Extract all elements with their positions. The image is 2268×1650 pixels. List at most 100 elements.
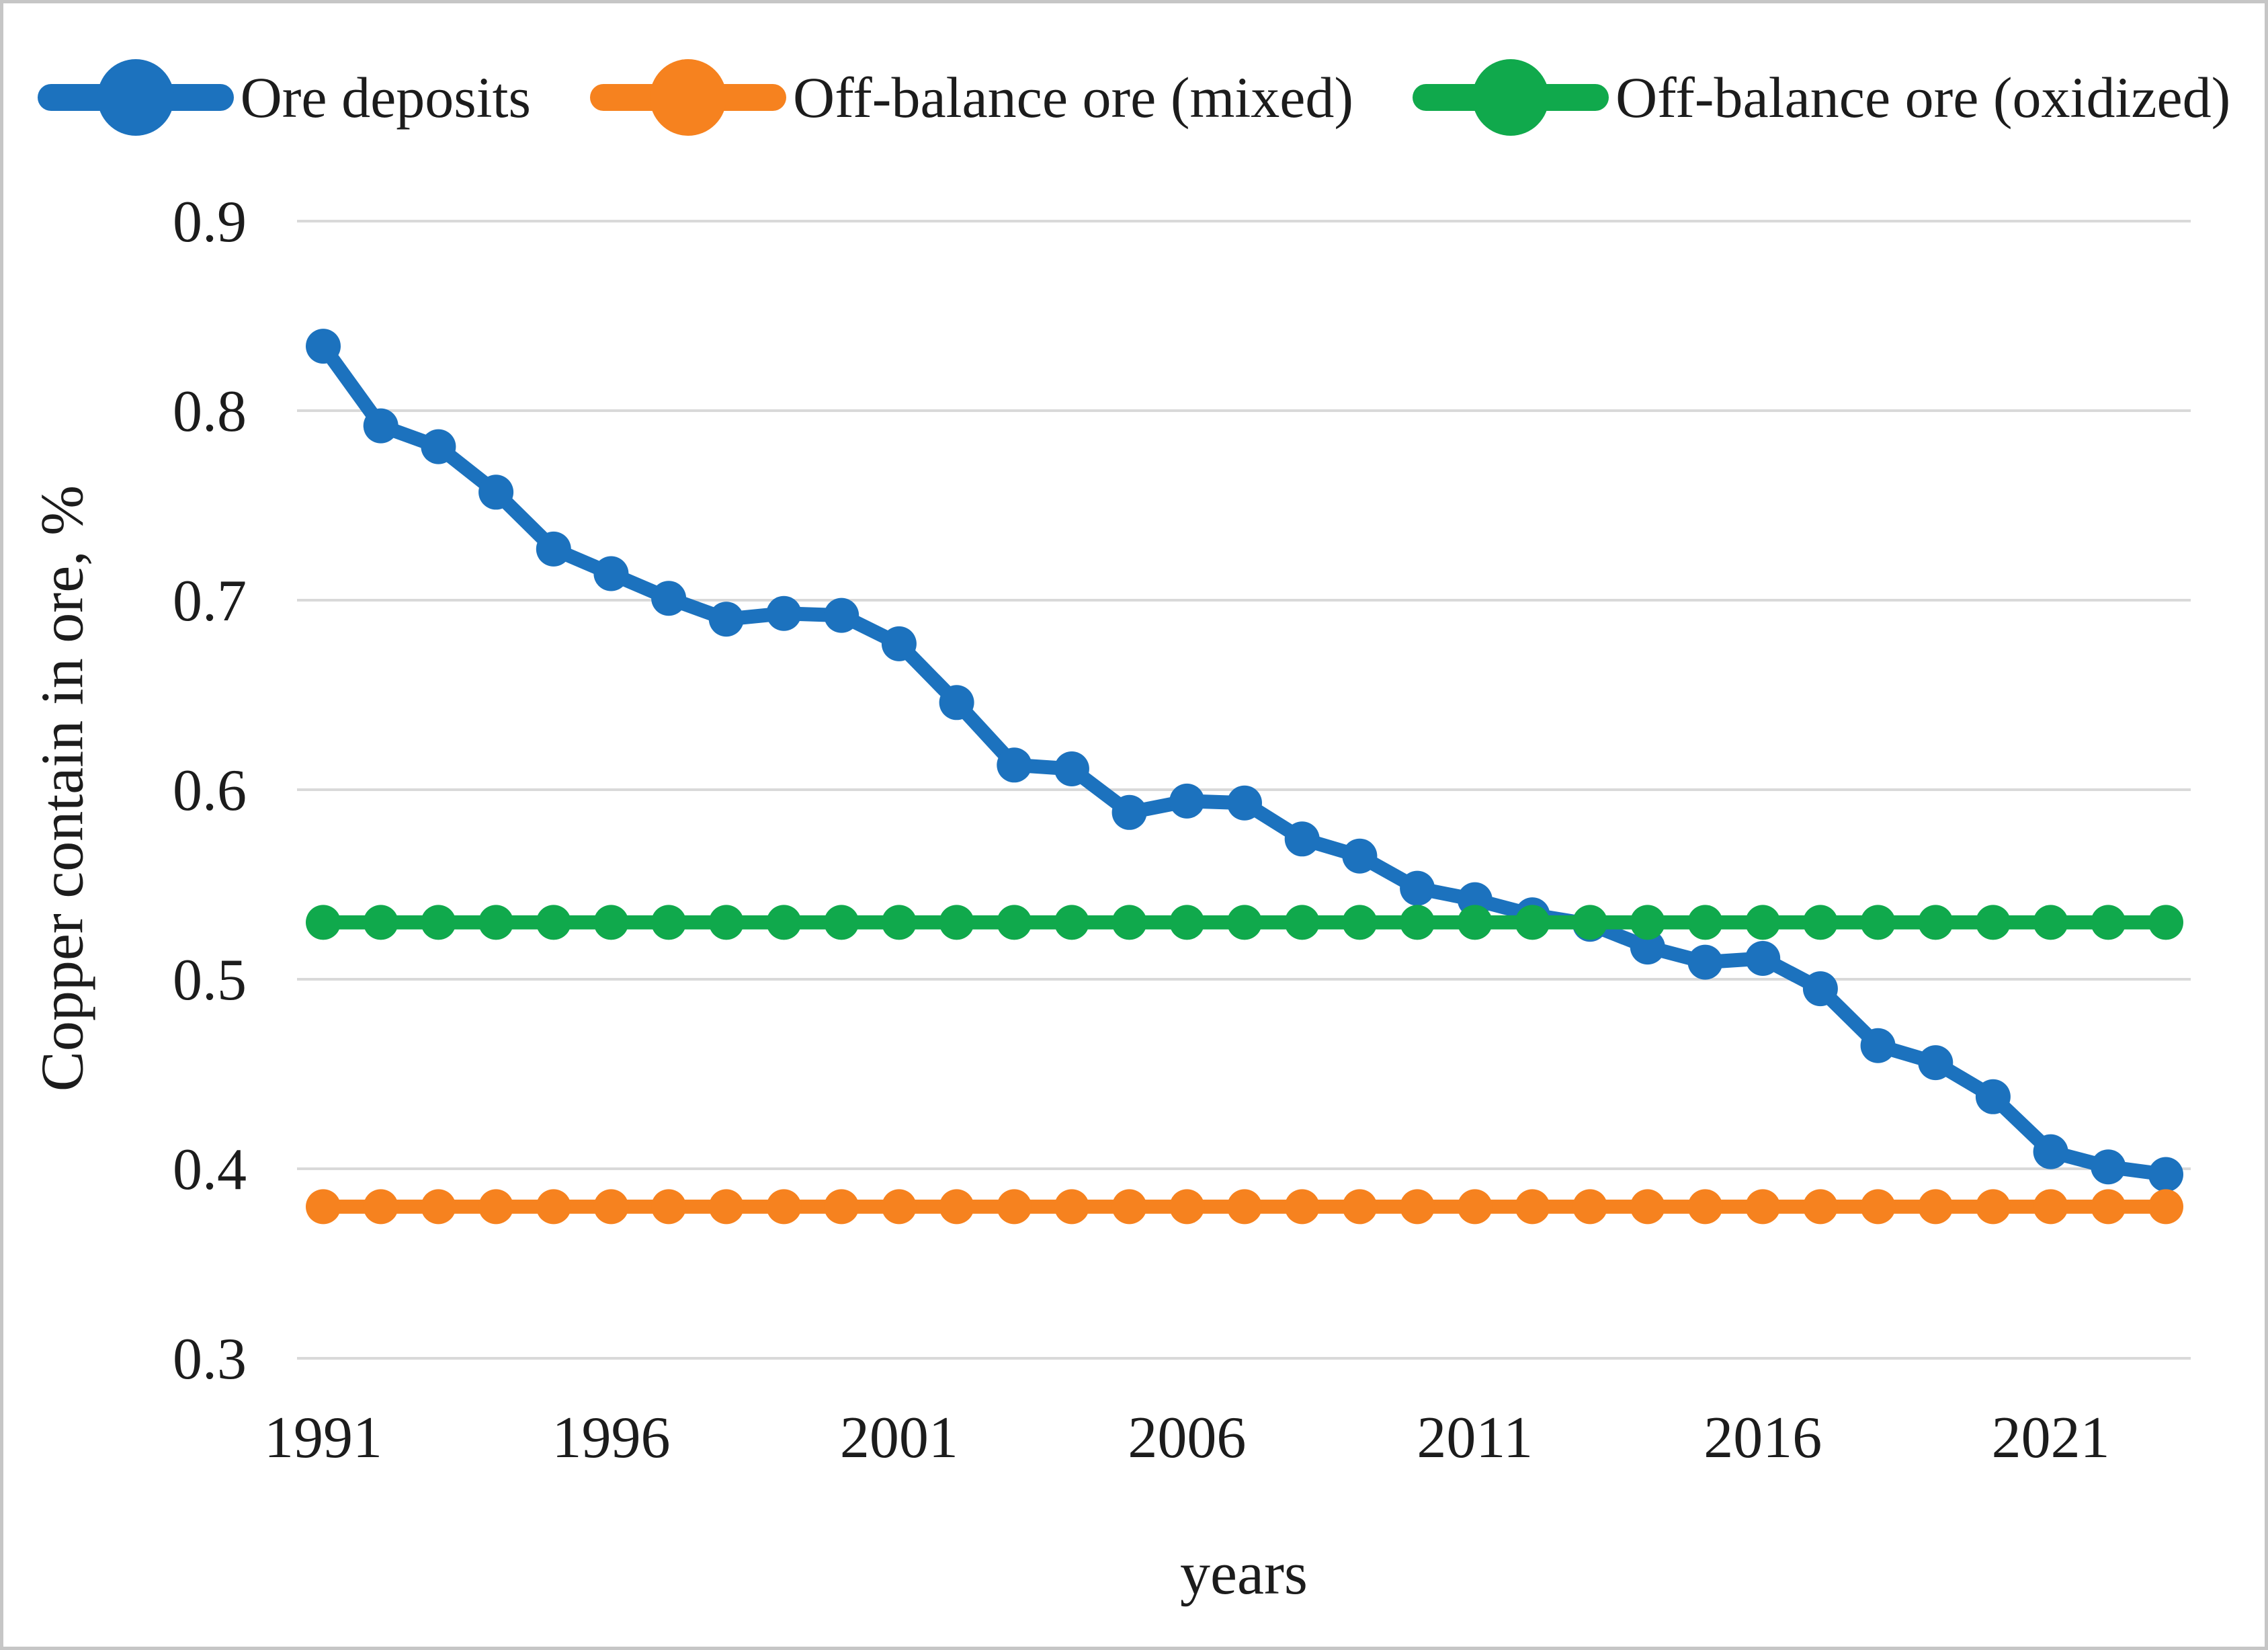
data-point bbox=[1918, 1045, 1954, 1081]
data-point bbox=[306, 1189, 341, 1225]
data-point bbox=[1918, 1189, 1954, 1225]
data-point bbox=[939, 1189, 974, 1225]
legend-label: Off-balance ore (mixed) bbox=[792, 65, 1354, 130]
legend-item-ore-deposits: Ore deposits bbox=[37, 55, 531, 140]
data-point bbox=[824, 1189, 859, 1225]
data-point bbox=[1457, 1189, 1493, 1225]
data-point bbox=[766, 905, 802, 940]
y-tick-label: 0.5 bbox=[173, 948, 247, 1013]
data-point bbox=[881, 1189, 917, 1225]
data-point bbox=[708, 602, 744, 637]
data-point bbox=[1515, 1189, 1550, 1225]
legend-dot bbox=[1472, 59, 1550, 136]
data-point bbox=[421, 1189, 456, 1225]
data-point bbox=[1342, 905, 1378, 940]
legend-item-off-balance-oxidized: Off-balance ore (oxidized) bbox=[1413, 55, 2230, 140]
data-point bbox=[708, 905, 744, 940]
data-point bbox=[2033, 1189, 2068, 1225]
x-tick-label: 2011 bbox=[1417, 1405, 1533, 1471]
data-point bbox=[1860, 905, 1896, 940]
data-point bbox=[997, 905, 1032, 940]
data-point bbox=[1169, 1189, 1205, 1225]
data-point bbox=[1975, 1079, 2011, 1114]
data-point bbox=[478, 905, 514, 940]
data-point bbox=[1745, 905, 1781, 940]
data-point bbox=[1111, 1189, 1147, 1225]
data-point bbox=[1054, 1189, 1089, 1225]
data-point bbox=[651, 581, 687, 616]
data-point bbox=[881, 626, 917, 661]
legend-dot bbox=[97, 59, 174, 136]
data-point bbox=[421, 429, 456, 464]
data-point bbox=[1802, 971, 1838, 1007]
data-point bbox=[1284, 1189, 1320, 1225]
data-point bbox=[1630, 930, 1665, 965]
data-point bbox=[1572, 905, 1608, 940]
x-tick-label: 2016 bbox=[1704, 1405, 1822, 1471]
x-tick-label: 1996 bbox=[552, 1405, 670, 1471]
legend-item-off-balance-mixed: Off-balance ore (mixed) bbox=[589, 55, 1354, 140]
data-point bbox=[2148, 905, 2183, 940]
data-point bbox=[1400, 1189, 1435, 1225]
data-point bbox=[2033, 1134, 2068, 1169]
y-tick-label: 0.7 bbox=[173, 569, 247, 634]
data-point bbox=[1400, 870, 1435, 906]
data-point bbox=[824, 905, 859, 940]
data-point bbox=[593, 556, 629, 591]
data-point bbox=[1802, 905, 1838, 940]
data-point bbox=[363, 1189, 398, 1225]
legend-label: Off-balance ore (oxidized) bbox=[1615, 65, 2231, 130]
x-tick-label: 2001 bbox=[840, 1405, 958, 1471]
data-point bbox=[1227, 1189, 1262, 1225]
data-point bbox=[1630, 1189, 1665, 1225]
data-point bbox=[1572, 1189, 1608, 1225]
data-point bbox=[2091, 1189, 2126, 1225]
data-point bbox=[1918, 905, 1954, 940]
data-point bbox=[2148, 1157, 2183, 1192]
data-point bbox=[766, 1189, 802, 1225]
x-axis-title: years bbox=[1180, 1540, 1308, 1607]
data-point bbox=[2148, 1189, 2183, 1225]
legend-dot bbox=[649, 59, 726, 136]
data-point bbox=[1457, 905, 1493, 940]
y-tick-label: 0.4 bbox=[173, 1137, 247, 1202]
data-point bbox=[1342, 1189, 1378, 1225]
data-point bbox=[1687, 905, 1723, 940]
data-point bbox=[939, 905, 974, 940]
y-tick-label: 0.9 bbox=[173, 190, 247, 255]
data-point bbox=[1227, 785, 1262, 821]
data-point bbox=[363, 905, 398, 940]
data-point bbox=[478, 1189, 514, 1225]
data-point bbox=[1227, 905, 1262, 940]
data-point bbox=[363, 408, 398, 444]
data-point bbox=[1400, 905, 1435, 940]
data-point bbox=[1169, 783, 1205, 819]
data-point bbox=[536, 905, 571, 940]
data-point bbox=[421, 905, 456, 940]
data-point bbox=[1284, 905, 1320, 940]
data-point bbox=[708, 1189, 744, 1225]
data-point bbox=[1860, 1028, 1896, 1063]
data-point bbox=[651, 1189, 687, 1225]
data-point bbox=[1169, 905, 1205, 940]
data-point bbox=[1687, 944, 1723, 980]
data-point bbox=[1111, 905, 1147, 940]
data-point bbox=[1745, 1189, 1781, 1225]
data-point bbox=[1802, 1189, 1838, 1225]
data-point bbox=[306, 329, 341, 364]
data-point bbox=[651, 905, 687, 940]
legend: Ore deposits Off-balance ore (mixed) Off… bbox=[3, 50, 2265, 145]
data-point bbox=[536, 531, 571, 567]
data-point bbox=[1284, 821, 1320, 857]
data-point bbox=[997, 1189, 1032, 1225]
data-point bbox=[1630, 905, 1665, 940]
data-point bbox=[1111, 794, 1147, 830]
line-marker-icon bbox=[37, 59, 234, 136]
data-point bbox=[1975, 1189, 2011, 1225]
data-point bbox=[1515, 905, 1550, 940]
plot-area: 0.9 0.8 0.7 0.6 0.5 0.4 0.3 1991 1996 2001 2006 201… bbox=[173, 190, 2191, 1471]
data-point bbox=[478, 475, 514, 510]
data-point bbox=[997, 747, 1032, 783]
x-tick-label: 2006 bbox=[1128, 1405, 1246, 1471]
